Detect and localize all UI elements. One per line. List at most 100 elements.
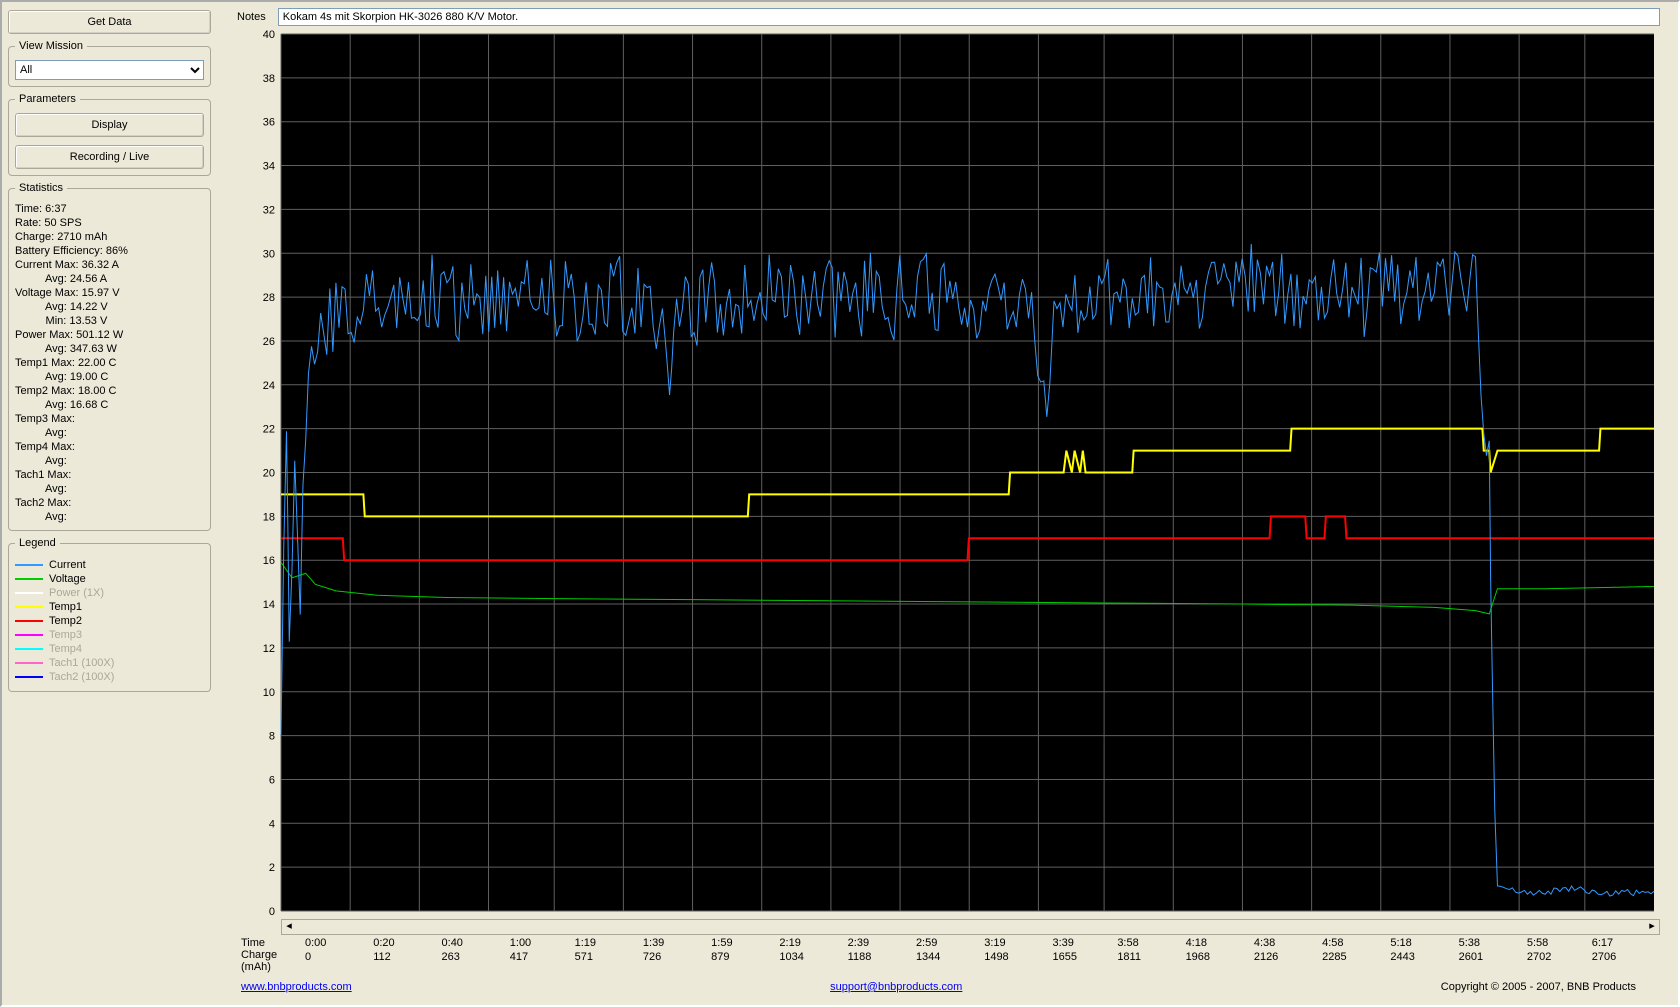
legend-label: Power (1X) bbox=[49, 587, 104, 599]
xaxis-charge-tick: 112 bbox=[373, 951, 391, 963]
xaxis-charge-tick: 2285 bbox=[1322, 951, 1346, 963]
xaxis-charge-tick: 1034 bbox=[779, 951, 803, 963]
get-data-button[interactable]: Get Data bbox=[8, 10, 211, 34]
xaxis-charge-tick: 2706 bbox=[1592, 951, 1616, 963]
legend-label: Temp4 bbox=[49, 643, 82, 655]
legend-swatch bbox=[15, 676, 43, 678]
parameters-group: Parameters Display Recording / Live bbox=[8, 93, 211, 176]
svg-text:6: 6 bbox=[269, 774, 275, 786]
legend-item[interactable]: Temp1 bbox=[15, 601, 204, 613]
svg-text:12: 12 bbox=[263, 643, 275, 655]
chart-h-scrollbar[interactable]: ◂ ▸ bbox=[281, 919, 1660, 935]
legend-item[interactable]: Voltage bbox=[15, 573, 204, 585]
legend-label: Current bbox=[49, 559, 86, 571]
svg-text:10: 10 bbox=[263, 687, 275, 699]
svg-text:14: 14 bbox=[263, 599, 275, 611]
legend-swatch bbox=[15, 620, 43, 622]
view-mission-group: View Mission All bbox=[8, 40, 211, 87]
app-window: Get Data View Mission All Parameters Dis… bbox=[0, 0, 1680, 1007]
svg-text:34: 34 bbox=[263, 161, 275, 173]
legend-item[interactable]: Current bbox=[15, 559, 204, 571]
xaxis-charge-tick: 2126 bbox=[1254, 951, 1278, 963]
xaxis-time-tick: 4:18 bbox=[1186, 937, 1207, 949]
svg-text:30: 30 bbox=[263, 248, 275, 260]
xaxis-time-tick: 2:39 bbox=[848, 937, 869, 949]
recording-live-button[interactable]: Recording / Live bbox=[15, 145, 204, 169]
svg-text:4: 4 bbox=[269, 818, 275, 830]
xaxis-charge-tick: 1498 bbox=[984, 951, 1008, 963]
stat-line: Avg: bbox=[15, 510, 204, 524]
stat-line: Power Max: 501.12 W bbox=[15, 328, 204, 342]
statistics-legend: Statistics bbox=[15, 182, 67, 194]
scroll-right-icon[interactable]: ▸ bbox=[1645, 920, 1659, 934]
notes-label: Notes bbox=[237, 11, 266, 23]
xaxis-time-tick: 0:20 bbox=[373, 937, 394, 949]
xaxis-time-tick: 0:40 bbox=[442, 937, 463, 949]
stat-line: Tach2 Max: bbox=[15, 496, 204, 510]
xaxis-charge-tick: 2601 bbox=[1459, 951, 1483, 963]
scroll-left-icon[interactable]: ◂ bbox=[282, 920, 296, 934]
xaxis-charge-tick: 2443 bbox=[1390, 951, 1414, 963]
svg-text:8: 8 bbox=[269, 731, 275, 743]
chart: 0246810121416182022242628303234363840 bbox=[233, 28, 1660, 917]
legend-item[interactable]: Temp2 bbox=[15, 615, 204, 627]
stat-line: Rate: 50 SPS bbox=[15, 216, 204, 230]
svg-text:20: 20 bbox=[263, 468, 275, 480]
statistics-group: Statistics Time: 6:37Rate: 50 SPSCharge:… bbox=[8, 182, 211, 531]
stat-line: Avg: bbox=[15, 482, 204, 496]
xaxis-time-tick: 3:58 bbox=[1117, 937, 1138, 949]
xaxis-charge-tick: 1811 bbox=[1117, 951, 1141, 963]
legend-label: Tach2 (100X) bbox=[49, 671, 114, 683]
legend-item[interactable]: Temp4 bbox=[15, 643, 204, 655]
stat-line: Temp3 Max: bbox=[15, 412, 204, 426]
svg-text:22: 22 bbox=[263, 424, 275, 436]
xaxis-charge-tick: 1344 bbox=[916, 951, 940, 963]
svg-text:32: 32 bbox=[263, 204, 275, 216]
legend-swatch bbox=[15, 662, 43, 664]
legend-group: Legend Current Voltage Power (1X) Temp1 Temp… bbox=[8, 537, 211, 692]
xaxis-charge-tick: 263 bbox=[442, 951, 460, 963]
legend-item[interactable]: Tach2 (100X) bbox=[15, 671, 204, 683]
svg-text:2: 2 bbox=[269, 862, 275, 874]
display-button[interactable]: Display bbox=[15, 113, 204, 137]
xaxis-charge-tick: 1968 bbox=[1186, 951, 1210, 963]
xaxis-time-tick: 4:58 bbox=[1322, 937, 1343, 949]
xaxis-time-tick: 2:59 bbox=[916, 937, 937, 949]
legend-swatch bbox=[15, 592, 43, 594]
view-mission-select[interactable]: All bbox=[15, 60, 204, 80]
legend-item[interactable]: Tach1 (100X) bbox=[15, 657, 204, 669]
stat-line: Avg: bbox=[15, 426, 204, 440]
legend-label: Temp2 bbox=[49, 615, 82, 627]
stat-line: Avg: 347.63 W bbox=[15, 342, 204, 356]
svg-text:16: 16 bbox=[263, 555, 275, 567]
xaxis-charge-values: 0112263417571726879103411881344149816551… bbox=[305, 951, 1660, 965]
xaxis-charge-tick: 2702 bbox=[1527, 951, 1551, 963]
svg-text:18: 18 bbox=[263, 511, 275, 523]
xaxis-time-tick: 1:59 bbox=[711, 937, 732, 949]
xaxis-time-values: 0:000:200:401:001:191:391:592:192:392:59… bbox=[305, 937, 1660, 951]
support-email-link[interactable]: support@bnbproducts.com bbox=[830, 981, 962, 993]
notes-input[interactable] bbox=[278, 8, 1660, 26]
legend-title: Legend bbox=[15, 537, 60, 549]
legend-label: Voltage bbox=[49, 573, 86, 585]
stat-line: Time: 6:37 bbox=[15, 202, 204, 216]
legend-label: Temp3 bbox=[49, 629, 82, 641]
stat-line: Tach1 Max: bbox=[15, 468, 204, 482]
xaxis-charge-tick: 879 bbox=[711, 951, 729, 963]
stat-line: Temp4 Max: bbox=[15, 440, 204, 454]
xaxis-time-tick: 3:39 bbox=[1052, 937, 1073, 949]
stat-line: Avg: 19.00 C bbox=[15, 370, 204, 384]
statistics-text: Time: 6:37Rate: 50 SPSCharge: 2710 mAhBa… bbox=[15, 202, 204, 524]
xaxis-time-tick: 5:58 bbox=[1527, 937, 1548, 949]
sidebar: Get Data View Mission All Parameters Dis… bbox=[2, 2, 217, 1005]
svg-text:28: 28 bbox=[263, 292, 275, 304]
website-link[interactable]: www.bnbproducts.com bbox=[241, 981, 352, 993]
xaxis-time-tick: 6:17 bbox=[1592, 937, 1613, 949]
stat-line: Min: 13.53 V bbox=[15, 314, 204, 328]
xaxis-charge-tick: 417 bbox=[510, 951, 528, 963]
legend-item[interactable]: Temp3 bbox=[15, 629, 204, 641]
xaxis-time-label: Time bbox=[241, 937, 293, 949]
xaxis-unit-label: (mAh) bbox=[241, 961, 293, 973]
legend-item[interactable]: Power (1X) bbox=[15, 587, 204, 599]
legend-items: Current Voltage Power (1X) Temp1 Temp2 Temp3 T… bbox=[15, 559, 204, 683]
